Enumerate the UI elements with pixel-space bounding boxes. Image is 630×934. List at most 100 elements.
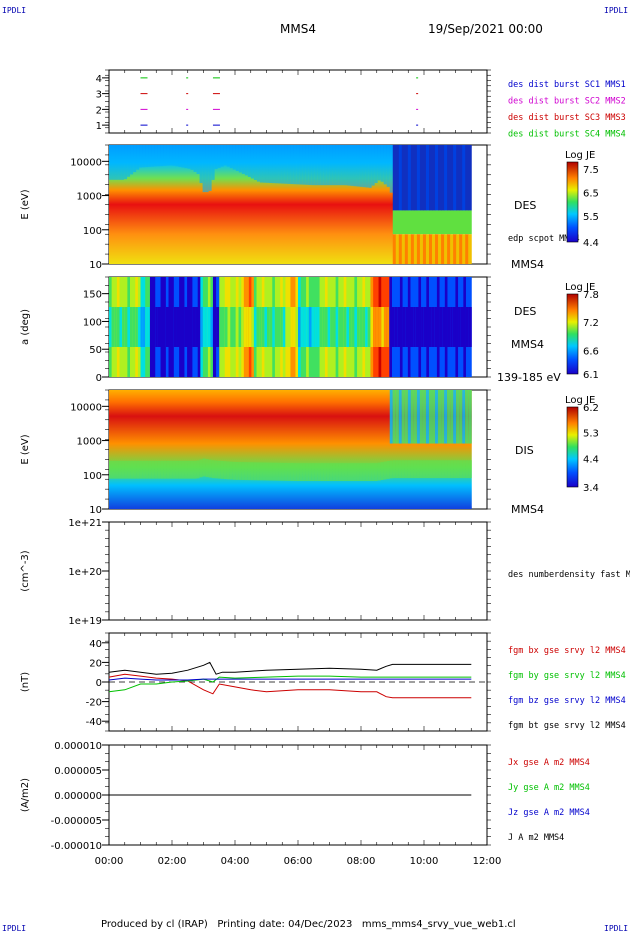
- des-e-column-top: [139, 145, 143, 168]
- dis-e-column: [356, 390, 361, 509]
- des-e-column-high: [465, 145, 469, 211]
- dis-e-column: [416, 390, 421, 509]
- dis-e-tick-label: 10: [89, 505, 102, 516]
- dis-e-column: [302, 390, 306, 509]
- dis-e-ylabel: E (eV): [20, 434, 31, 464]
- des-e-column-mid: [413, 210, 418, 235]
- des-e-column-high: [422, 145, 427, 211]
- dis-e-colorbar-tick: 3.4: [583, 483, 599, 494]
- pitch-colorbar-tick: 7.2: [583, 318, 599, 329]
- des-e-column-top: [317, 145, 321, 186]
- dis-e-column-mid: [205, 459, 210, 477]
- des-e-column: [172, 145, 176, 264]
- pitch-column-center: [402, 307, 406, 347]
- des-e-column: [383, 145, 388, 264]
- des-e-column: [281, 145, 285, 264]
- des-e-column-top: [338, 145, 342, 186]
- dis-e-column: [444, 390, 448, 509]
- dis-e-column-mid: [284, 462, 288, 481]
- fgm-legend-1: fgm bx gse srvy l2 MMS4: [508, 646, 626, 656]
- des-e-column-top: [148, 145, 152, 167]
- des-e-column-top: [220, 145, 225, 167]
- dis-e-column: [187, 390, 192, 509]
- des-e-column-top: [290, 145, 294, 185]
- dis-e-column: [468, 390, 472, 509]
- des-e-column-mid: [425, 210, 430, 235]
- des-e-column-top: [359, 145, 364, 187]
- dis-e-column: [374, 390, 379, 509]
- dis-e-column-mid: [175, 460, 179, 479]
- des-e-column: [166, 145, 170, 264]
- dis-e-column-mid: [238, 462, 243, 480]
- des-e-column: [208, 145, 213, 264]
- dis-e-column: [169, 390, 173, 509]
- des-e-column: [368, 145, 373, 264]
- pitch-column-center: [346, 307, 350, 347]
- dis-e-column-mid: [247, 462, 252, 481]
- dis-e-column-mid: [383, 461, 388, 480]
- des-e-column-top: [380, 145, 385, 182]
- pitch-column-center: [187, 307, 191, 347]
- des-e-column-top: [196, 145, 201, 174]
- des-e-column-top: [250, 145, 255, 179]
- des-e-column-low: [398, 234, 403, 264]
- des-e-column-top: [356, 145, 361, 187]
- des-e-column: [217, 145, 222, 264]
- des-e-column-top: [181, 145, 185, 168]
- des-e-column: [326, 145, 330, 264]
- des-e-column-top: [238, 145, 243, 173]
- dis-e-column: [389, 390, 394, 509]
- des-e-column: [112, 145, 116, 264]
- des-e-column-mid: [398, 210, 403, 235]
- des-e-column-top: [314, 145, 318, 186]
- des-e-column: [332, 145, 336, 264]
- des-e-column-high: [407, 145, 412, 211]
- dis-e-column: [359, 390, 364, 509]
- pitch-side-label: DES: [514, 305, 536, 318]
- pitch-column-center: [370, 307, 374, 347]
- des-e-column: [121, 145, 125, 264]
- des-e-column: [184, 145, 188, 264]
- des-e-column-top: [202, 145, 207, 193]
- dis-e-column: [290, 390, 294, 509]
- dis-e-column-mid: [422, 460, 427, 479]
- dis-e-column-mid: [142, 460, 146, 479]
- dis-e-column: [317, 390, 321, 509]
- des-e-column-low: [438, 234, 442, 264]
- des-e-column: [380, 145, 385, 264]
- dis-e-column-mid: [109, 460, 113, 479]
- pitch-column-center: [290, 307, 294, 347]
- dis-e-column-mid: [220, 460, 225, 479]
- dis-e-column-mid: [462, 460, 466, 479]
- pitch-column-center: [306, 307, 310, 347]
- pitch-colorbar-tick: 6.1: [583, 370, 599, 381]
- pitch-column-center: [292, 307, 296, 347]
- des-e-column-top: [259, 145, 264, 183]
- pitch-column-center: [147, 307, 151, 347]
- dis-e-column-mid: [335, 463, 339, 482]
- header-spacecraft: MMS4: [280, 22, 316, 36]
- des-e-column: [262, 145, 267, 264]
- dis-e-column-mid: [447, 460, 451, 479]
- pitch-column-center: [340, 307, 345, 347]
- dis-e-column-mid: [259, 462, 264, 481]
- dis-e-column: [299, 390, 303, 509]
- dis-e-column-mid: [265, 462, 270, 481]
- dis-e-column-mid: [178, 460, 182, 479]
- pitch-column-center: [452, 307, 456, 347]
- pitch-column-center: [219, 307, 223, 347]
- pitch-column-center: [192, 307, 196, 347]
- des-e-column-low: [456, 234, 460, 264]
- des-e-column: [302, 145, 306, 264]
- dis-e-column-mid: [229, 461, 234, 480]
- des-e-column-top: [172, 145, 176, 166]
- pitch-column-center: [197, 307, 201, 347]
- pitch-column-center: [171, 307, 175, 347]
- des-e-column-high: [401, 145, 406, 211]
- des-e-column-low: [441, 234, 445, 264]
- des-e-column: [136, 145, 140, 264]
- des-e-scpot-label: edp scpot MMS4: [508, 234, 580, 244]
- dis-e-column-mid: [290, 463, 294, 481]
- dis-e-column: [347, 390, 351, 509]
- pitch-column-center: [439, 307, 443, 347]
